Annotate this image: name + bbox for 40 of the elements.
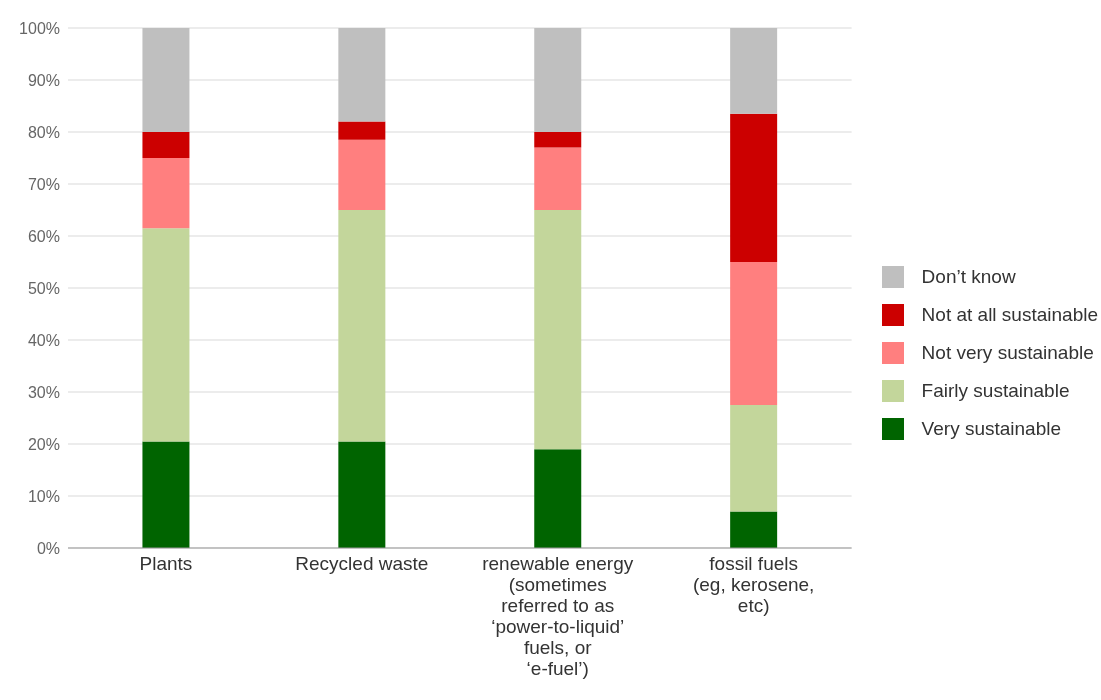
y-tick-label: 80% — [27, 123, 60, 141]
bar — [534, 210, 582, 450]
y-tick-label: 90% — [27, 71, 60, 89]
y-tick-label: 10% — [27, 487, 60, 505]
bar — [142, 28, 190, 132]
y-tick-label: 70% — [27, 175, 60, 193]
bar — [730, 511, 778, 548]
bar — [142, 158, 190, 229]
bar — [730, 405, 778, 512]
legend-label: Not very sustainable — [921, 342, 1094, 364]
y-tick-label: 100% — [19, 19, 60, 37]
legend-label: Fairly sustainable — [921, 380, 1070, 402]
bar — [142, 228, 190, 442]
bar — [338, 210, 386, 442]
bar — [338, 28, 386, 122]
y-tick-label: 20% — [27, 435, 60, 453]
bar — [534, 449, 582, 548]
y-tick-label: 0% — [36, 539, 60, 557]
legend-label: Don’t know — [921, 266, 1016, 288]
legend-label: Not at all sustainable — [921, 304, 1098, 326]
bar — [338, 441, 386, 548]
bar — [730, 262, 778, 405]
bar — [534, 132, 582, 148]
bar — [142, 132, 190, 158]
x-tick-label: Plants — [139, 553, 193, 574]
bar — [142, 441, 190, 548]
y-tick-label: 50% — [27, 279, 60, 297]
bar — [338, 121, 386, 140]
bar — [730, 113, 778, 262]
bar — [534, 147, 582, 210]
y-tick-label: 60% — [27, 227, 60, 245]
legend-label: Very sustainable — [921, 418, 1062, 440]
x-tick-label: fossil fuels (eg, kerosene, etc) — [692, 553, 815, 616]
x-tick-label: Recycled waste — [295, 553, 429, 574]
bar — [730, 28, 778, 114]
y-tick-label: 30% — [27, 383, 60, 401]
x-tick-label: renewable energy (sometimes referred to as ‘power-to-liquid’ fuels, or ‘e-fuel’) — [482, 553, 634, 679]
bar — [534, 28, 582, 132]
bar — [338, 139, 386, 210]
y-tick-label: 40% — [27, 331, 60, 349]
